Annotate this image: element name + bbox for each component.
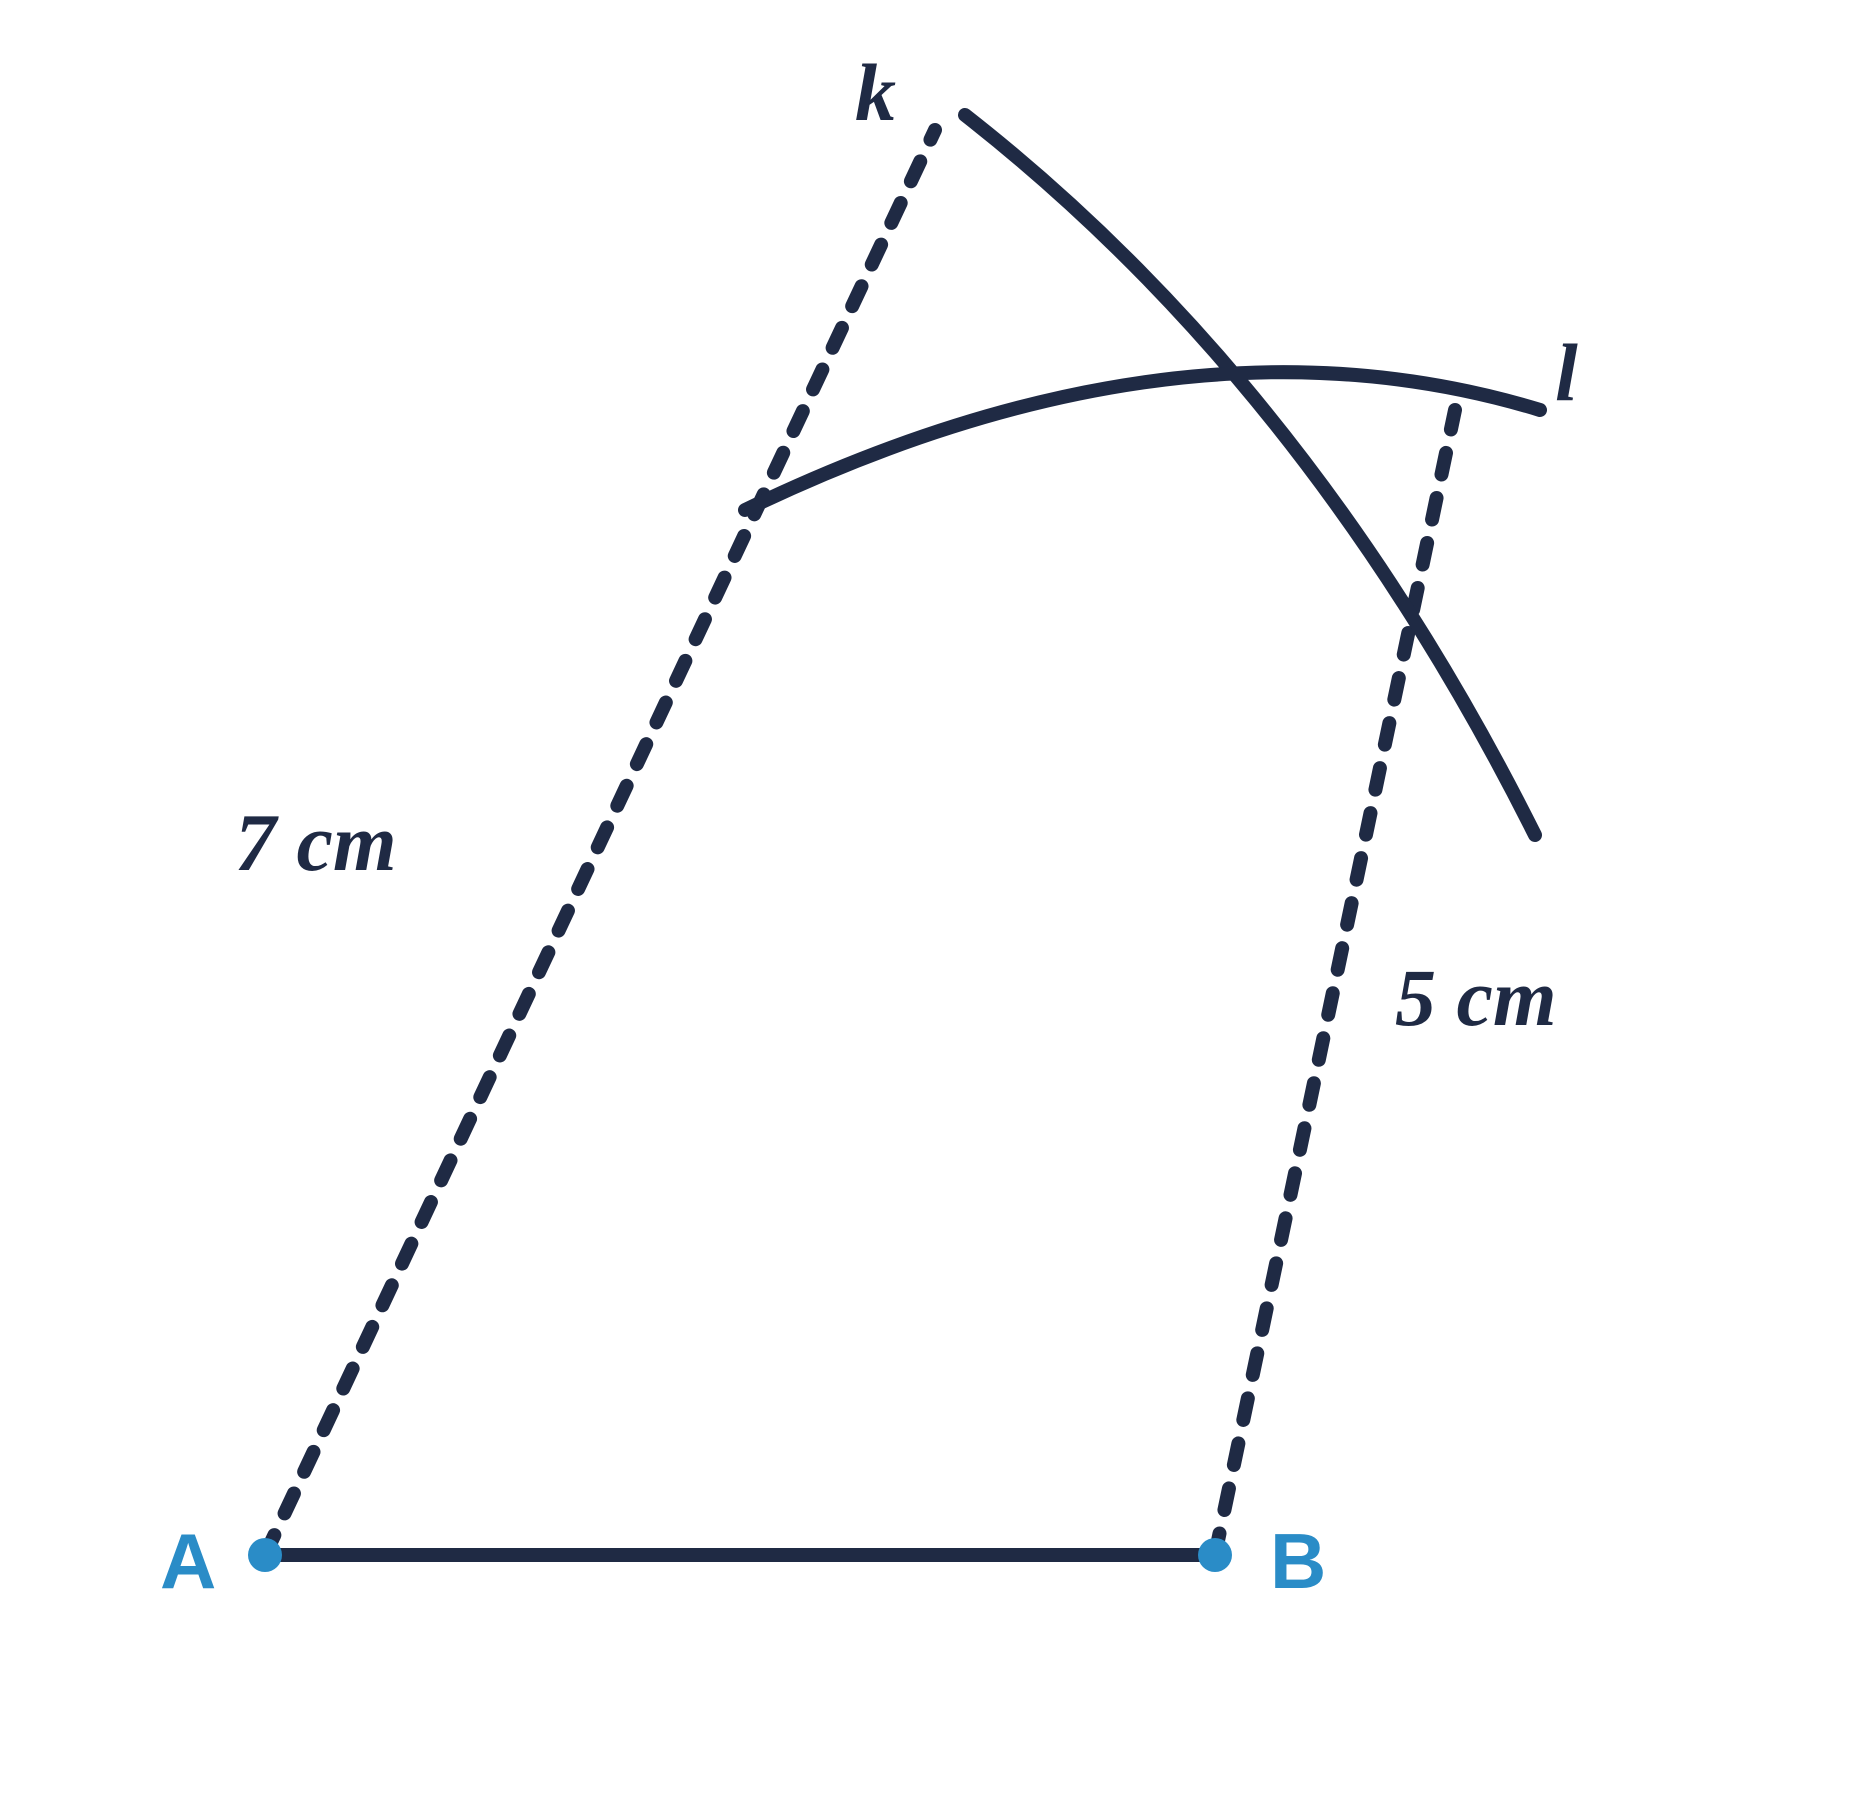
point-a (248, 1538, 282, 1572)
label-a: A (160, 1517, 216, 1605)
label-l: l (1555, 327, 1578, 418)
geometry-diagram: A B k l 7 cm 5 cm (0, 0, 1873, 1805)
label-5cm: 5 cm (1395, 952, 1557, 1043)
point-b (1198, 1538, 1232, 1572)
label-k: k (855, 47, 896, 138)
arc-k (965, 115, 1535, 835)
label-7cm: 7 cm (235, 797, 397, 888)
label-b: B (1270, 1517, 1326, 1605)
arc-l (745, 372, 1540, 510)
